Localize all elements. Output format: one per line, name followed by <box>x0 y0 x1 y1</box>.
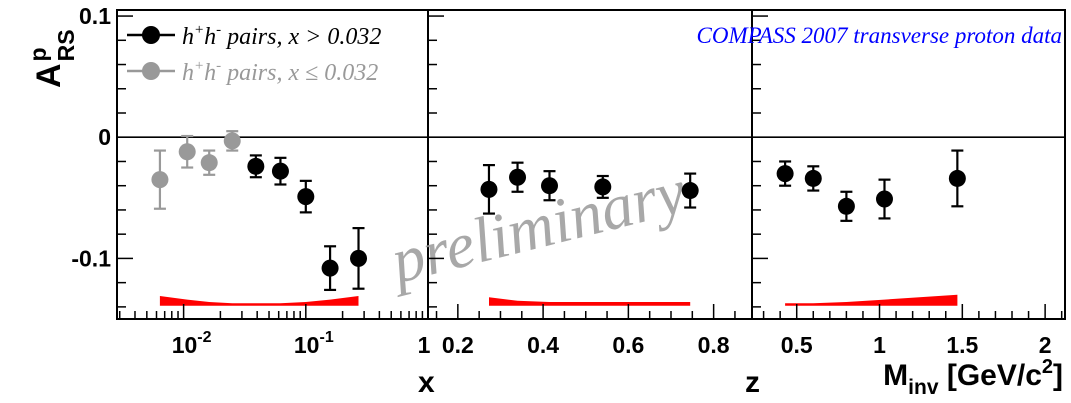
data-point <box>350 227 368 290</box>
data-point <box>297 179 315 214</box>
marker <box>271 162 289 180</box>
data-point <box>509 161 527 193</box>
y-ticks-x <box>117 15 133 308</box>
legend-entry-high-x: h+h- pairs, x > 0.032 <box>127 22 381 50</box>
data-point <box>594 174 612 199</box>
y-ticks-z <box>428 15 444 308</box>
marker <box>480 180 498 198</box>
systematic-band-z <box>489 297 691 306</box>
data-point <box>151 149 169 210</box>
y-axis-title-sup: p <box>25 47 51 61</box>
series-z-0 <box>480 161 699 215</box>
data-point <box>948 149 966 208</box>
panel-frames <box>116 9 1066 320</box>
data-point <box>776 160 794 187</box>
x-ticks-x: 10-2 10-1 1 <box>118 304 431 358</box>
x-tick-label: 2 <box>1039 332 1052 358</box>
marker <box>509 168 527 186</box>
marker <box>594 178 612 196</box>
x-ticks-minv: 0.5 1 1.5 2 <box>762 304 1063 358</box>
x-ticks-z: 0.2 0.4 0.6 0.8 <box>435 304 736 358</box>
data-point <box>837 190 855 222</box>
marker <box>350 249 368 267</box>
marker <box>297 188 315 206</box>
systematic-band-minv <box>785 294 958 306</box>
x-tick-label: 1 <box>873 332 886 358</box>
series-minv-0 <box>776 149 966 222</box>
marker <box>776 165 794 183</box>
x-axis-title-z: z <box>745 366 760 399</box>
data-point <box>681 172 699 209</box>
marker <box>200 154 218 172</box>
x-tick-label: 0.2 <box>442 332 474 358</box>
axes: 10-2 10-1 1 0.2 0.4 0.6 0.8 0.5 1 1.5 2 0.1 0 -0.1 <box>71 3 1063 358</box>
x-tick-label: 10-2 <box>172 329 212 358</box>
data-point <box>541 170 558 202</box>
experiment-annotation: COMPASS 2007 transverse proton data <box>697 23 1062 48</box>
marker <box>948 169 966 187</box>
y-tick-label: -0.1 <box>71 245 111 271</box>
legend-entry-low-x: h+h- pairs, x ≤ 0.032 <box>127 58 378 86</box>
panel-frame-minv <box>751 9 1066 320</box>
svg-text:h+h- pairs, x ≤ 0.032: h+h- pairs, x ≤ 0.032 <box>182 58 378 86</box>
x-tick-label: 0.8 <box>698 332 730 358</box>
data-points <box>151 130 966 292</box>
y-axis-title-main: A <box>30 63 68 88</box>
marker <box>223 132 241 150</box>
svg-text:h+h- pairs, x > 0.032: h+h- pairs, x > 0.032 <box>182 22 381 50</box>
marker <box>151 171 169 189</box>
y-tick-labels: 0.1 0 -0.1 <box>71 3 111 271</box>
marker <box>681 182 699 200</box>
data-point <box>271 156 289 186</box>
systematic-band-x <box>159 296 359 306</box>
x-axis-title-minv: Minv [GeV/c2] <box>883 356 1063 399</box>
marker <box>837 197 855 215</box>
x-tick-label: 1.5 <box>946 332 978 358</box>
x-tick-label: 10-1 <box>294 329 334 358</box>
legend: h+h- pairs, x > 0.032 h+h- pairs, x ≤ 0.… <box>127 22 381 86</box>
data-point <box>247 154 265 179</box>
y-axis-title-sub: RS <box>53 29 79 61</box>
x-tick-label: 1 <box>418 332 431 358</box>
data-point <box>223 130 241 152</box>
data-point <box>875 178 893 220</box>
panel-frame-x <box>116 9 429 320</box>
x-axis-title-x: x <box>418 366 435 399</box>
data-point <box>321 245 339 292</box>
series-x-0 <box>247 154 368 292</box>
series-x-1 <box>151 130 241 210</box>
y-axis-title: ApRS <box>25 29 79 88</box>
systematic-bands <box>159 294 958 306</box>
data-point <box>480 164 498 215</box>
y-ticks-minv <box>752 15 768 308</box>
marker <box>541 177 558 195</box>
data-point <box>200 149 218 176</box>
y-tick-label: 0 <box>98 124 111 150</box>
marker <box>875 190 893 208</box>
x-tick-label: 0.4 <box>527 332 559 358</box>
data-point <box>178 134 196 169</box>
marker <box>247 157 265 175</box>
data-point <box>804 165 822 192</box>
x-tick-label: 0.5 <box>781 332 813 358</box>
marker <box>178 143 196 161</box>
marker <box>804 169 822 187</box>
x-tick-label: 0.6 <box>612 332 644 358</box>
marker <box>321 259 339 277</box>
y-tick-label: 0.1 <box>79 3 111 29</box>
